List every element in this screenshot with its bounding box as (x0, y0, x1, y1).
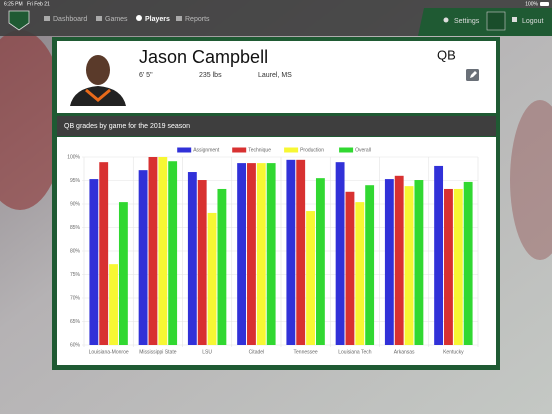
player-weight: 235 lbs (199, 72, 222, 79)
player-card (57, 41, 496, 113)
photo-collar (85, 88, 111, 102)
bar (355, 202, 365, 345)
bar (434, 165, 444, 345)
avatar-box[interactable] (486, 11, 506, 31)
nav-item[interactable]: Dashboard (53, 16, 87, 23)
y-tick-label: 80% (70, 248, 81, 254)
bar (207, 212, 217, 345)
bar (306, 211, 315, 345)
bar (286, 159, 296, 345)
status-battery: 100% (525, 1, 538, 7)
bar (266, 163, 276, 345)
status-date: Fri Feb 21 (27, 1, 50, 7)
bar (335, 162, 345, 345)
legend-swatch (339, 147, 354, 153)
legend-label: Production (300, 147, 324, 153)
nav-icon (44, 16, 50, 21)
legend-label: Overall (355, 147, 371, 153)
nav-icon (176, 16, 182, 21)
bar (89, 179, 99, 345)
y-tick-label: 70% (70, 295, 81, 301)
y-tick-label: 95% (70, 178, 81, 184)
bar (345, 191, 355, 345)
x-tick-label: Kentucky (443, 349, 464, 355)
background-art (0, 30, 65, 210)
chart-header (57, 116, 496, 136)
player-position: QB (437, 47, 456, 62)
x-tick-label: Arkansas (394, 349, 415, 355)
bar (148, 157, 158, 345)
photo-head (86, 55, 110, 85)
settings-icon (443, 17, 449, 23)
settings-area (418, 8, 552, 36)
x-tick-label: Louisiana-Monroe (89, 349, 129, 355)
y-tick-label: 60% (70, 342, 81, 348)
x-tick-label: Tennessee (294, 349, 318, 355)
bar (394, 175, 404, 345)
bar (168, 161, 178, 345)
bar (365, 185, 375, 345)
bar (444, 188, 453, 345)
y-tick-label: 85% (70, 225, 81, 231)
bar (315, 178, 325, 345)
logo[interactable] (8, 10, 30, 31)
chart-title: QB grades by game for the 2019 season (64, 123, 190, 130)
bar (187, 172, 197, 345)
bar (453, 188, 463, 345)
bar (414, 180, 424, 345)
player-hometown: Laurel, MS (258, 72, 292, 79)
x-tick-label: LSU (202, 349, 212, 355)
x-tick-label: Louisiana Tech (338, 349, 371, 355)
photo-body (70, 86, 126, 106)
player-height: 6' 5" (139, 72, 153, 79)
chart: 60% 65% 70% 75% 80% 85% 90% 95% 100% Louisiana-Mo… (67, 147, 479, 355)
bar (384, 179, 394, 345)
nav-item[interactable]: Games (105, 16, 128, 23)
bar (158, 157, 168, 345)
bar (237, 163, 247, 345)
nav-icon (96, 16, 102, 21)
bar (138, 170, 148, 345)
bar (217, 188, 227, 345)
legend-swatch (232, 147, 247, 153)
legend-label: Assignment (193, 147, 220, 153)
battery-icon (540, 2, 549, 6)
nav-item[interactable]: Reports (185, 16, 210, 23)
settings-link[interactable]: Settings (454, 18, 480, 25)
player-name: Jason Campbell (139, 47, 268, 67)
nav-item-active[interactable]: Players (145, 16, 170, 23)
edit-icon (470, 71, 477, 78)
y-tick-label: 100% (67, 154, 80, 160)
bar (247, 163, 256, 345)
legend-label: Technique (248, 147, 271, 153)
bar (463, 181, 473, 345)
x-tick-label: Mississippi State (139, 349, 176, 355)
bar (404, 186, 414, 345)
legend-swatch (177, 147, 192, 153)
bar (109, 264, 118, 345)
logout-icon (512, 17, 517, 22)
bar (197, 180, 207, 345)
y-tick-label: 90% (70, 201, 81, 207)
bar (296, 159, 306, 345)
bar (99, 162, 109, 345)
nav-icon (136, 15, 142, 21)
legend-swatch (284, 147, 299, 153)
background-art (510, 100, 552, 260)
y-tick-label: 65% (70, 319, 81, 325)
status-time: 6:25 PM (4, 1, 23, 7)
bar (256, 163, 266, 345)
bar (118, 202, 128, 345)
y-tick-label: 75% (70, 272, 81, 278)
x-tick-label: Citadel (249, 349, 265, 355)
logout-link[interactable]: Logout (522, 18, 543, 25)
